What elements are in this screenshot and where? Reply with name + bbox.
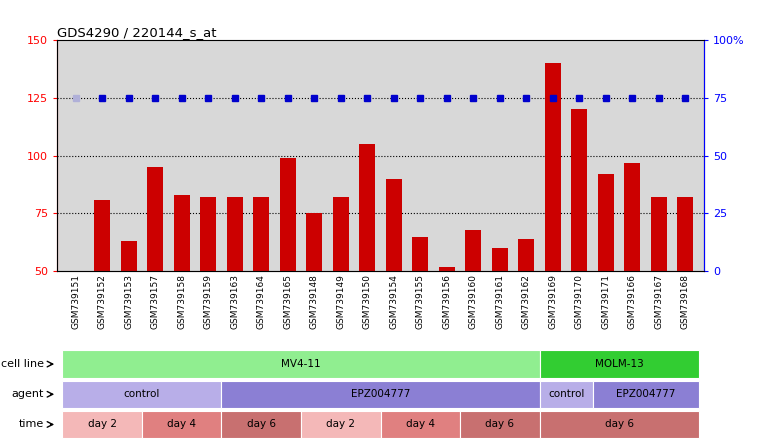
Bar	[280, 158, 296, 271]
FancyBboxPatch shape	[142, 411, 221, 438]
Text: day 6: day 6	[247, 420, 275, 429]
Bar	[677, 197, 693, 271]
Text: cell line: cell line	[1, 359, 44, 369]
Text: EPZ004777: EPZ004777	[351, 389, 410, 399]
Text: time: time	[18, 420, 44, 429]
Bar	[492, 248, 508, 271]
FancyBboxPatch shape	[62, 350, 540, 378]
Text: MOLM-13: MOLM-13	[594, 359, 644, 369]
FancyBboxPatch shape	[380, 411, 460, 438]
FancyBboxPatch shape	[540, 381, 593, 408]
FancyBboxPatch shape	[301, 411, 380, 438]
FancyBboxPatch shape	[221, 381, 540, 408]
Text: GDS4290 / 220144_s_at: GDS4290 / 220144_s_at	[57, 26, 217, 39]
Bar	[624, 163, 640, 271]
Bar	[121, 241, 137, 271]
Bar	[572, 109, 587, 271]
FancyBboxPatch shape	[593, 381, 699, 408]
Bar	[94, 199, 110, 271]
Bar	[545, 63, 561, 271]
Bar	[174, 195, 189, 271]
Text: MV4-11: MV4-11	[281, 359, 321, 369]
FancyBboxPatch shape	[460, 411, 540, 438]
FancyBboxPatch shape	[221, 411, 301, 438]
Bar	[518, 239, 534, 271]
Bar	[465, 230, 481, 271]
Text: day 6: day 6	[486, 420, 514, 429]
FancyBboxPatch shape	[540, 350, 699, 378]
Bar	[306, 214, 322, 271]
Text: EPZ004777: EPZ004777	[616, 389, 675, 399]
Bar	[439, 267, 455, 271]
Bar	[386, 179, 402, 271]
Text: control: control	[548, 389, 584, 399]
Text: agent: agent	[11, 389, 44, 399]
Bar	[147, 167, 163, 271]
FancyBboxPatch shape	[540, 411, 699, 438]
Text: day 2: day 2	[88, 420, 116, 429]
Bar	[253, 197, 269, 271]
FancyBboxPatch shape	[62, 411, 142, 438]
Text: day 4: day 4	[406, 420, 435, 429]
Text: day 4: day 4	[167, 420, 196, 429]
Bar	[227, 197, 243, 271]
Bar	[412, 237, 428, 271]
Bar	[651, 197, 667, 271]
Text: day 6: day 6	[604, 420, 634, 429]
Text: control: control	[124, 389, 160, 399]
FancyBboxPatch shape	[62, 381, 221, 408]
Bar	[598, 174, 614, 271]
Bar	[359, 144, 375, 271]
Bar	[333, 197, 349, 271]
Text: day 2: day 2	[326, 420, 355, 429]
Bar	[200, 197, 216, 271]
